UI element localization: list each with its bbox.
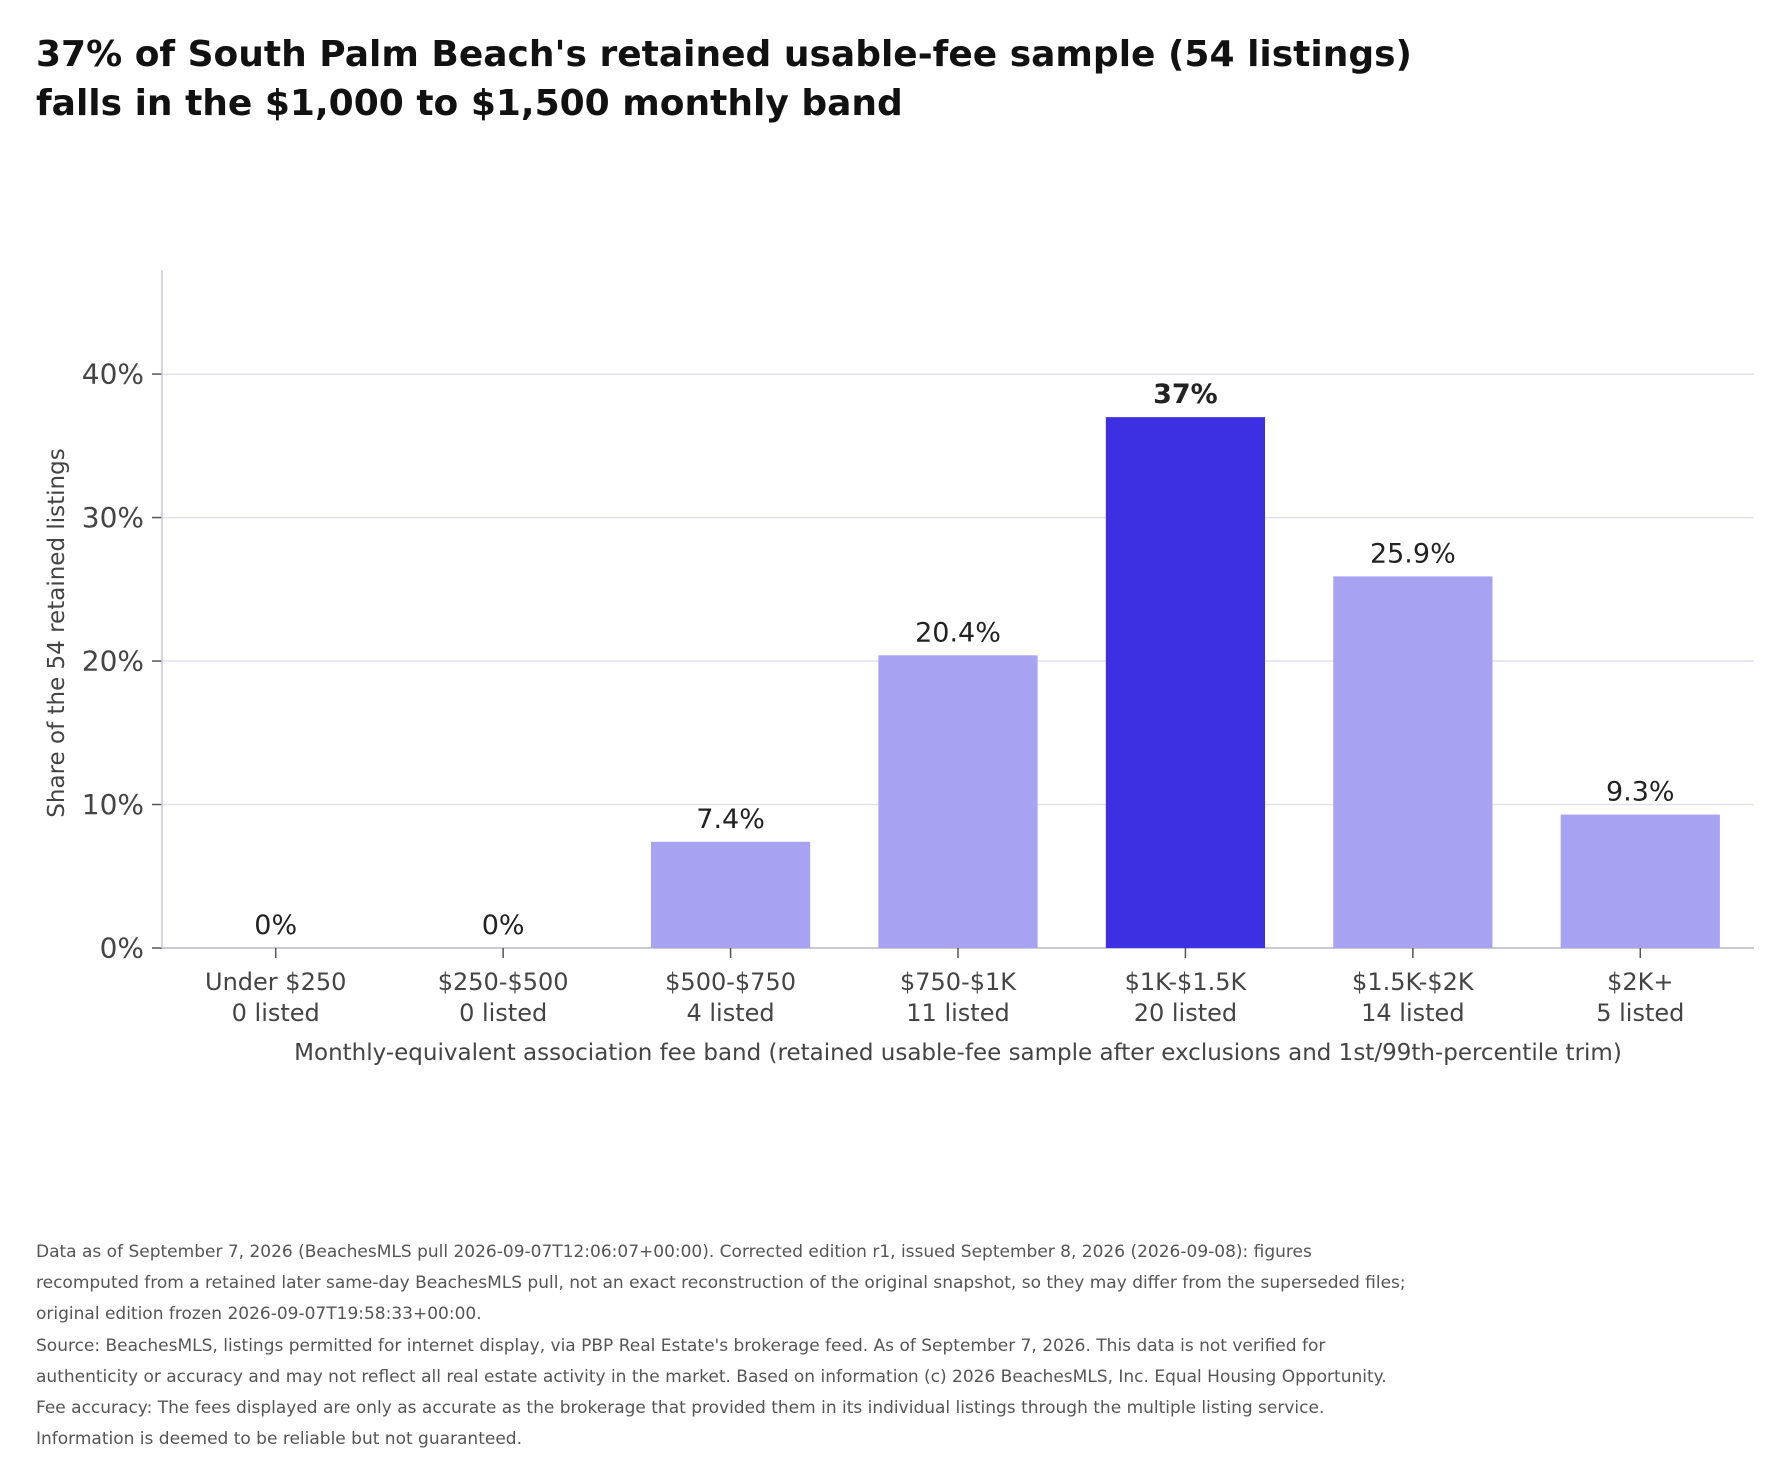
y-tick-label: 40%	[82, 358, 144, 391]
x-tick-label: Under $250	[205, 968, 346, 996]
data-label: 37%	[1153, 379, 1218, 410]
x-tick-count: 20 listed	[1134, 999, 1237, 1027]
x-tick-count: 11 listed	[906, 999, 1009, 1027]
bar	[650, 841, 811, 948]
footnote: Data as of September 7, 2026 (BeachesMLS…	[36, 1237, 1416, 1455]
chart-title-line-1: 37% of South Palm Beach's retained usabl…	[36, 34, 1412, 75]
y-tick-label: 20%	[82, 645, 144, 678]
footnote-source-note: Source: BeachesMLS, listings permitted f…	[36, 1335, 1387, 1450]
x-axis: Under $250 0 listed $250-$500 0 listed $500-…	[162, 947, 1754, 1027]
bars: 0% 0% 7.4% 20.4% 37% 25.9% 9.3%	[254, 379, 1720, 948]
data-label: 0%	[482, 910, 525, 941]
bar	[878, 655, 1038, 948]
y-axis: 0% 10% 20% 30% 40%	[82, 270, 163, 965]
chart-title-line-2: falls in the $1,000 to $1,500 monthly ba…	[36, 83, 903, 124]
x-tick-label: $250-$500	[438, 968, 569, 996]
x-tick-label: $500-$750	[665, 968, 796, 996]
bar	[1333, 576, 1493, 948]
data-label: 25.9%	[1370, 538, 1456, 569]
bar	[1560, 814, 1720, 948]
y-tick-label: 30%	[82, 501, 144, 534]
bar	[1105, 417, 1266, 948]
x-tick-label: $750-$1K	[900, 968, 1017, 996]
x-tick-label: $2K+	[1607, 968, 1673, 996]
data-label: 9.3%	[1606, 777, 1675, 808]
x-tick-count: 14 listed	[1361, 999, 1464, 1027]
x-tick-label: $1.5K-$2K	[1352, 968, 1475, 996]
x-tick-label: $1K-$1.5K	[1125, 968, 1248, 996]
x-axis-label: Monthly-equivalent association fee band …	[294, 1040, 1622, 1066]
bar-chart: 0% 10% 20% 30% 40% Under $250 0 listed $250-$5…	[44, 270, 1754, 1066]
data-label: 7.4%	[696, 804, 765, 835]
chart-title: 37% of South Palm Beach's retained usabl…	[36, 30, 1436, 128]
data-label: 0%	[254, 910, 297, 941]
y-tick-label: 0%	[100, 932, 144, 965]
x-tick-count: 4 listed	[686, 999, 774, 1027]
x-tick-count: 0 listed	[459, 999, 547, 1027]
data-label: 20.4%	[915, 617, 1001, 648]
y-axis-label: Share of the 54 retained listings	[44, 448, 70, 817]
x-tick-count: 0 listed	[232, 999, 320, 1027]
footnote-data-note: Data as of September 7, 2026 (BeachesMLS…	[36, 1242, 1406, 1325]
x-tick-count: 5 listed	[1596, 999, 1684, 1027]
y-tick-label: 10%	[82, 788, 144, 821]
